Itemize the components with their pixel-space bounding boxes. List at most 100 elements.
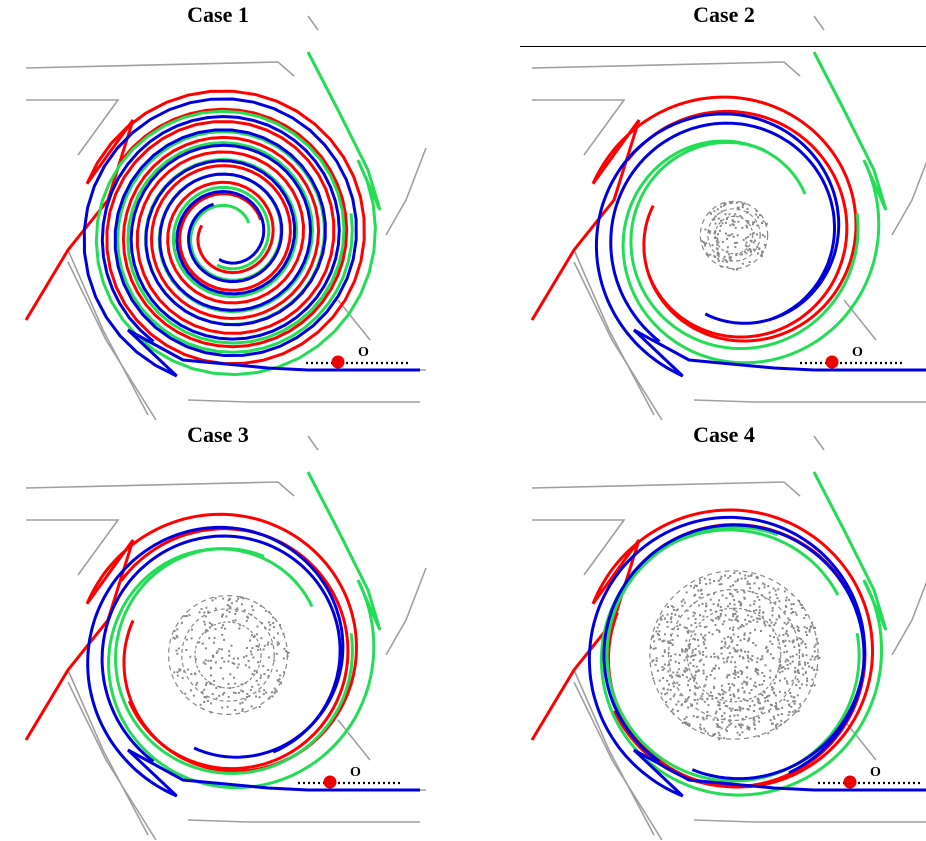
core-dot <box>713 677 716 680</box>
core-dot <box>203 696 206 698</box>
core-dot <box>251 634 253 637</box>
core-dot <box>172 636 175 639</box>
core-dot <box>282 632 285 635</box>
core-dot <box>701 698 704 701</box>
green-streamline <box>605 525 861 783</box>
core-dot <box>732 693 735 696</box>
core-dot <box>656 669 659 672</box>
core-dot <box>664 633 666 636</box>
core-dot <box>739 603 742 606</box>
core-dot <box>190 637 193 640</box>
core-dot <box>700 588 703 591</box>
core-dot <box>714 256 717 259</box>
core-dot <box>756 596 759 598</box>
core-dot <box>810 625 812 628</box>
core-dot <box>728 618 731 621</box>
core-dot <box>761 234 764 236</box>
core-dot <box>813 684 816 687</box>
core-dot <box>234 613 237 615</box>
core-dot <box>723 637 726 640</box>
core-dot <box>697 644 700 647</box>
core-dot <box>669 689 672 691</box>
core-dot <box>792 611 794 613</box>
core-dot <box>778 600 781 603</box>
core-dot <box>213 636 216 639</box>
core-dot <box>747 708 750 711</box>
core-dot <box>176 652 179 655</box>
core-dot <box>778 614 780 617</box>
diagram-group: O <box>530 435 926 840</box>
core-dot <box>656 626 659 629</box>
core-dot <box>743 250 746 253</box>
core-dot <box>219 667 222 670</box>
core-dot <box>694 685 696 688</box>
core-dot <box>683 669 686 672</box>
core-dot <box>775 707 777 710</box>
core-dot <box>672 682 675 685</box>
core-dot <box>736 708 739 711</box>
core-dot <box>227 660 230 663</box>
core-dot <box>769 596 772 599</box>
core-dot <box>725 730 728 732</box>
core-dot <box>741 724 744 727</box>
core-dot <box>218 694 221 697</box>
core-dot <box>795 653 798 656</box>
core-dot <box>711 218 714 221</box>
core-dot <box>794 666 797 669</box>
core-dot <box>245 654 248 657</box>
core-dot <box>232 619 235 622</box>
core-dot <box>241 708 244 711</box>
core-dot <box>678 662 681 665</box>
core-dot <box>707 732 709 735</box>
core-dot <box>731 656 734 659</box>
core-dot <box>692 658 695 661</box>
core-dot <box>255 633 258 636</box>
core-dot <box>686 630 689 633</box>
core-dot <box>744 244 747 247</box>
boundary-line <box>532 99 626 156</box>
core-dot <box>731 219 734 222</box>
core-dot <box>797 669 800 672</box>
core-dot <box>210 674 212 677</box>
core-dot <box>736 591 739 593</box>
core-dot <box>729 585 732 588</box>
core-dot <box>769 703 772 706</box>
core-dot <box>785 623 788 626</box>
core-dot <box>734 213 737 216</box>
core-dot <box>731 683 734 686</box>
core-dot <box>713 685 716 688</box>
core-dot <box>714 733 716 736</box>
core-dot <box>758 617 761 620</box>
core-dot <box>724 202 727 205</box>
core-dot <box>705 252 708 255</box>
core-dot <box>746 726 749 729</box>
core-dot <box>702 669 705 672</box>
top-rule <box>520 46 926 47</box>
core-dot <box>796 625 799 628</box>
core-dot <box>720 727 723 730</box>
core-dot <box>734 665 737 668</box>
red-streamline <box>530 95 858 343</box>
core-dot <box>696 715 699 718</box>
core-dot <box>765 222 768 225</box>
core-dot <box>695 585 698 587</box>
core-dot <box>285 650 287 653</box>
core-dot <box>760 711 763 714</box>
boundary-line <box>187 819 420 823</box>
core-dot <box>666 621 669 623</box>
core-dot <box>692 637 695 640</box>
core-dot <box>774 676 777 678</box>
core-dot <box>724 704 727 707</box>
core-dot <box>229 606 232 609</box>
core-dot <box>793 702 796 705</box>
core-dot <box>685 669 688 672</box>
core-dot <box>714 222 717 225</box>
core-dot <box>718 734 721 737</box>
core-dot <box>745 623 748 626</box>
core-dot <box>744 618 747 621</box>
core-dot <box>212 655 215 658</box>
core-dot <box>711 697 714 700</box>
core-dot <box>727 683 730 685</box>
core-dot <box>687 631 690 634</box>
core-dot <box>778 660 781 663</box>
